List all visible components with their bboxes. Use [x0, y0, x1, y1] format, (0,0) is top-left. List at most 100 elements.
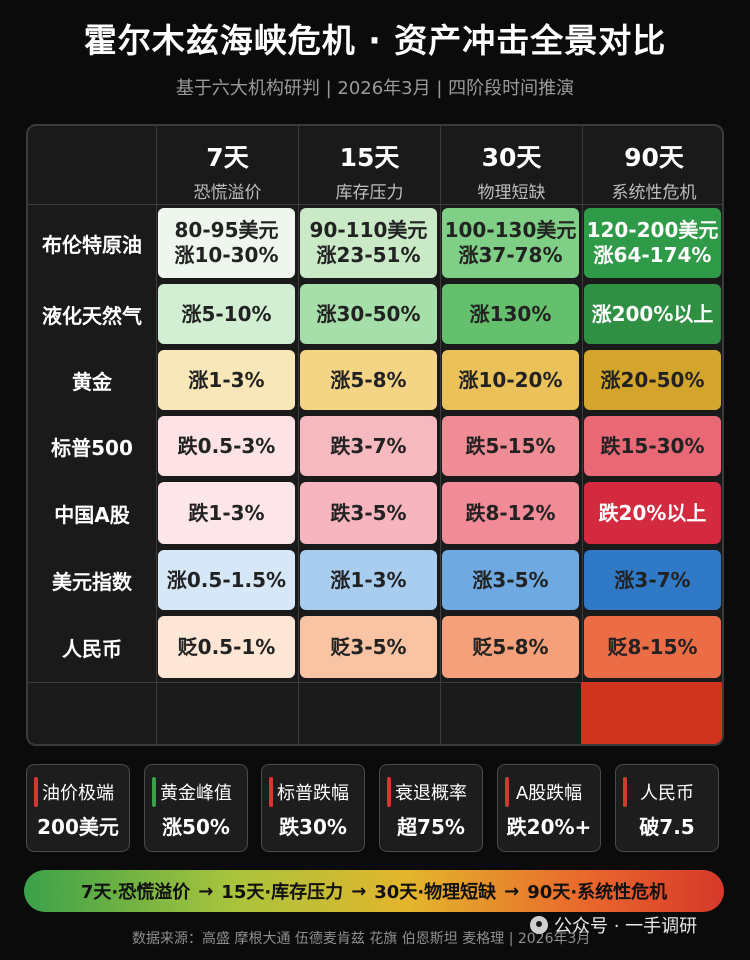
card-title: 黄金峰值: [160, 783, 232, 804]
table-cell: 80-95美元 涨10-30%: [158, 208, 295, 278]
column-day: 90天: [624, 143, 684, 172]
summary-card: 衰退概率 超75%: [379, 764, 483, 852]
column-phase: 系统性危机: [611, 183, 697, 203]
table-cell: 涨5-10%: [158, 284, 295, 344]
card-title: A股跌幅: [515, 783, 583, 804]
summary-card: 标普跌幅 跌30%: [261, 764, 365, 852]
summary-card: 人民币 破7.5: [615, 764, 719, 852]
table-cell: 贬8-15%: [584, 616, 721, 678]
summary-card: 黄金峰值 涨50%: [144, 764, 248, 852]
page-title: 霍尔木兹海峡危机 · 资产冲击全景对比: [83, 21, 667, 60]
row-label-lng: 液化天然气: [42, 303, 142, 328]
row-label-sp500: 标普500: [51, 435, 133, 460]
comparison-table: 7天 恐慌溢价 15天 库存压力 30天 物理短缺 90天 系统性危机 布伦特原…: [26, 124, 724, 746]
wechat-icon: [530, 916, 548, 934]
arrow-right-icon: →: [504, 880, 520, 902]
grid-line: [28, 204, 722, 205]
table-cell: 涨10-20%: [442, 350, 579, 410]
summary-card: A股跌幅 跌20%+: [497, 764, 601, 852]
column-phase: 库存压力: [335, 183, 404, 203]
table-cell: 跌15-30%: [584, 416, 721, 476]
table-cell: 涨30-50%: [300, 284, 437, 344]
card-value: 跌20%+: [506, 815, 592, 839]
timeline-stage: 15天·库存压力: [221, 882, 344, 903]
card-title: 标普跌幅: [277, 783, 349, 804]
card-value: 涨50%: [162, 815, 230, 839]
card-accent-bar: [269, 777, 273, 807]
cell-change: 涨10-30%: [174, 243, 279, 267]
card-accent-bar: [505, 777, 509, 807]
arrow-right-icon: →: [351, 880, 367, 902]
card-accent-bar: [34, 777, 38, 807]
summary-cards: 油价极端 200美元 黄金峰值 涨50% 标普跌幅 跌30% 衰退概率 超75%…: [26, 764, 726, 854]
column-header-30d: 30天 物理短缺: [440, 126, 582, 204]
column-header-90d: 90天 系统性危机: [582, 126, 722, 204]
table-cell: 涨1-3%: [158, 350, 295, 410]
cell-change: 涨37-78%: [458, 243, 563, 267]
table-cell: 跌3-5%: [300, 482, 437, 544]
cell-change: 涨23-51%: [316, 243, 421, 267]
grid-line: [298, 126, 299, 744]
cell-price: 80-95美元: [174, 218, 279, 242]
summary-card: 油价极端 200美元: [26, 764, 130, 852]
table-cell: 跌3-7%: [300, 416, 437, 476]
table-cell: 跌0.5-3%: [158, 416, 295, 476]
column-day: 15天: [339, 143, 400, 172]
table-cell: 跌1-3%: [158, 482, 295, 544]
cell-price: 120-200美元: [586, 218, 719, 242]
card-value: 超75%: [397, 815, 465, 839]
table-cell: 涨5-8%: [300, 350, 437, 410]
grid-line: [440, 126, 441, 744]
arrow-right-icon: →: [198, 880, 214, 902]
table-cell: 涨130%: [442, 284, 579, 344]
table-cell: 涨0.5-1.5%: [158, 550, 295, 610]
table-cell: 跌5-15%: [442, 416, 579, 476]
timeline-stage: 7天·恐慌溢价: [80, 882, 191, 903]
row-label-rmb: 人民币: [62, 636, 122, 661]
card-title: 油价极端: [42, 783, 114, 804]
table-cell: 贬3-5%: [300, 616, 437, 678]
column-day: 30天: [481, 143, 542, 172]
table-cell: 涨3-7%: [584, 550, 721, 610]
cell-change: 涨64-174%: [593, 243, 712, 267]
table-cell: 涨3-5%: [442, 550, 579, 610]
cell-price: 100-130美元: [444, 218, 577, 242]
card-accent-bar: [387, 777, 391, 807]
cell-price: 90-110美元: [309, 218, 428, 242]
table-cell: 跌8-12%: [442, 482, 579, 544]
card-title: 人民币: [640, 783, 694, 804]
column-phase: 恐慌溢价: [193, 183, 262, 203]
table-cell: 贬5-8%: [442, 616, 579, 678]
accent-block: [581, 682, 722, 744]
table-cell: 涨200%以上: [584, 284, 721, 344]
card-value: 200美元: [37, 815, 119, 839]
column-header-7d: 7天 恐慌溢价: [156, 126, 298, 204]
column-header-15d: 15天 库存压力: [298, 126, 440, 204]
card-title: 衰退概率: [395, 783, 467, 804]
table-cell: 跌20%以上: [584, 482, 721, 544]
card-value: 跌30%: [279, 815, 347, 839]
page-subtitle: 基于六大机构研判 | 2026年3月 | 四阶段时间推演: [175, 78, 575, 99]
row-label-brent: 布伦特原油: [42, 232, 142, 257]
grid-line: [28, 682, 722, 683]
grid-line: [582, 126, 583, 744]
table-cell: 120-200美元 涨64-174%: [584, 208, 721, 278]
watermark: 公众号 · 一手调研: [530, 912, 697, 938]
grid-line: [156, 126, 157, 744]
row-label-gold: 黄金: [72, 369, 112, 394]
column-day: 7天: [206, 143, 249, 172]
card-accent-bar: [623, 777, 627, 807]
column-phase: 物理短缺: [477, 183, 546, 203]
row-label-dxy: 美元指数: [52, 569, 132, 594]
row-label-a-shares: 中国A股: [54, 502, 130, 527]
table-cell: 90-110美元 涨23-51%: [300, 208, 437, 278]
data-source: 数据来源：高盛 摩根大通 伍德麦肯兹 花旗 伯恩斯坦 麦格理 | 2026年3月: [132, 931, 591, 947]
card-value: 破7.5: [639, 815, 695, 839]
phase-timeline: 7天·恐慌溢价 → 15天·库存压力 → 30天·物理短缺 → 90天·系统性危…: [24, 870, 724, 912]
watermark-text: 公众号 · 一手调研: [554, 916, 698, 937]
timeline-stage: 30天·物理短缺: [374, 882, 497, 903]
table-cell: 涨1-3%: [300, 550, 437, 610]
card-accent-bar: [152, 777, 156, 807]
timeline-stage: 90天·系统性危机: [527, 882, 668, 903]
table-cell: 100-130美元 涨37-78%: [442, 208, 579, 278]
